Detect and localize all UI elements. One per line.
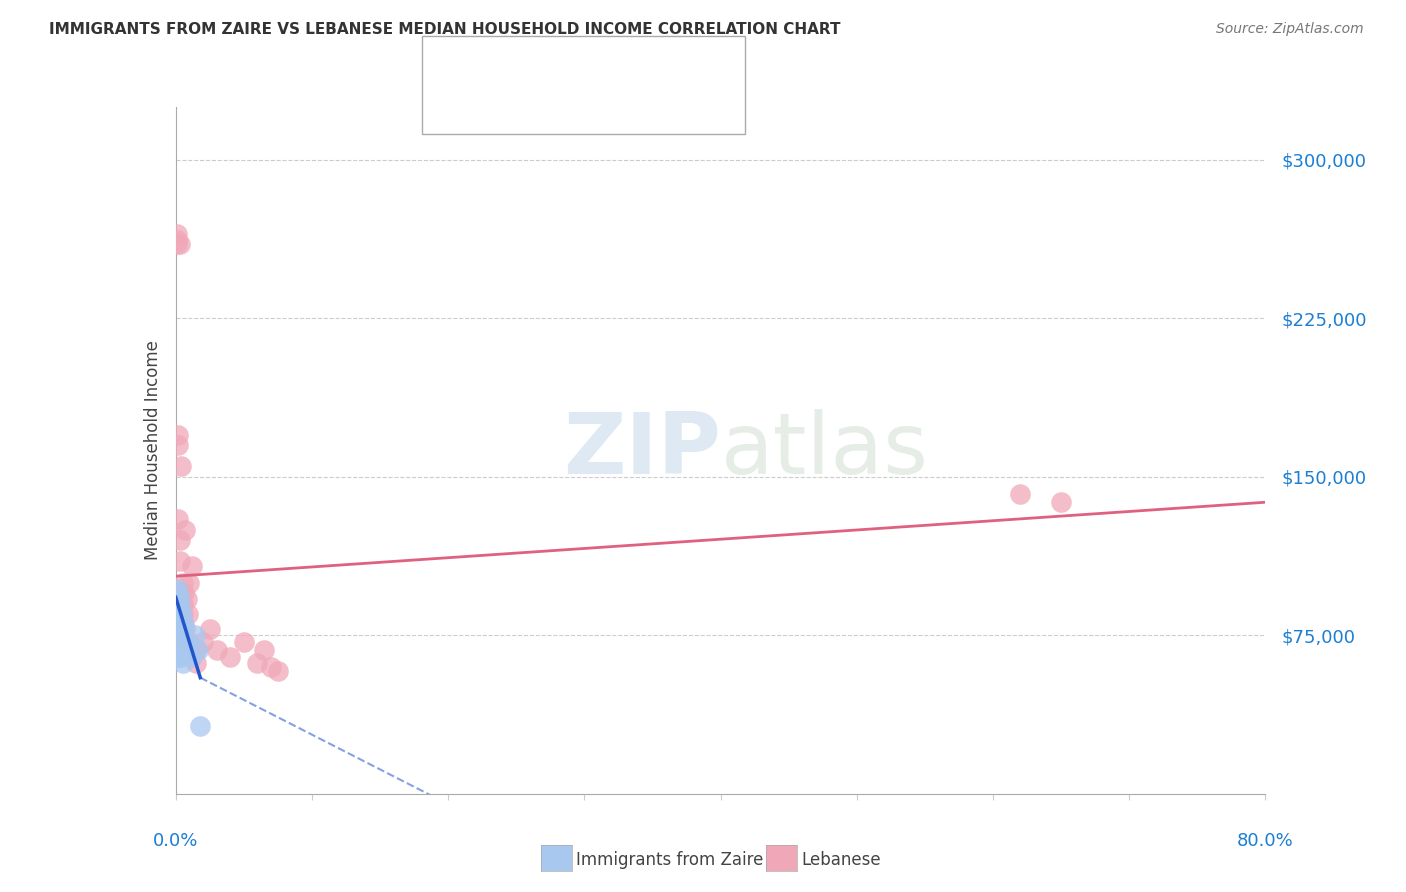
Point [179, 634, 201, 648]
Point [219, 649, 242, 664]
Point [167, 512, 190, 526]
Point [1010, 487, 1032, 501]
Text: 0.0%: 0.0% [153, 832, 198, 850]
Point [173, 617, 195, 632]
Point [169, 622, 191, 636]
Point [176, 592, 198, 607]
Point [174, 622, 197, 636]
Point [166, 628, 188, 642]
Point [172, 575, 194, 590]
Point [184, 628, 207, 642]
Point [167, 617, 190, 632]
Point [232, 634, 254, 648]
Point [174, 639, 197, 653]
Point [260, 660, 283, 674]
Point [186, 643, 208, 657]
Point [166, 233, 188, 247]
Text: Source: ZipAtlas.com: Source: ZipAtlas.com [1216, 22, 1364, 37]
Point [181, 649, 204, 664]
Text: 80.0%: 80.0% [1237, 832, 1294, 850]
Point [172, 656, 194, 670]
Point [170, 601, 193, 615]
Point [170, 622, 193, 636]
Point [246, 656, 269, 670]
Text: atlas: atlas [721, 409, 928, 492]
Text: Immigrants from Zaire: Immigrants from Zaire [576, 851, 763, 869]
Point [170, 649, 193, 664]
Point [181, 558, 204, 573]
Point [167, 586, 190, 600]
Point [173, 643, 195, 657]
Point [173, 620, 195, 634]
Point [176, 634, 198, 648]
Point [169, 237, 191, 252]
Point [167, 634, 190, 648]
Point [169, 643, 191, 657]
Point [166, 227, 188, 241]
Point [186, 656, 208, 670]
Point [169, 554, 191, 568]
Point [186, 643, 209, 657]
Y-axis label: Median Household Income: Median Household Income [143, 341, 162, 560]
Point [172, 597, 194, 611]
Point [179, 575, 201, 590]
Point [167, 601, 190, 615]
Text: R =  0.056   N = 39: R = 0.056 N = 39 [478, 93, 661, 107]
Point [172, 607, 194, 622]
Point [167, 438, 190, 452]
Text: IMMIGRANTS FROM ZAIRE VS LEBANESE MEDIAN HOUSEHOLD INCOME CORRELATION CHART: IMMIGRANTS FROM ZAIRE VS LEBANESE MEDIAN… [49, 22, 841, 37]
Point [167, 427, 190, 442]
Point [267, 665, 290, 679]
Point [173, 586, 195, 600]
Point [174, 523, 197, 537]
Point [1050, 495, 1073, 509]
Point [177, 607, 200, 622]
Point [179, 643, 201, 657]
Point [169, 592, 191, 607]
Point [172, 632, 194, 647]
Point [170, 603, 193, 617]
Point [166, 582, 188, 596]
Point [172, 614, 194, 628]
Point [166, 611, 188, 625]
Point [191, 634, 214, 648]
Point [170, 459, 193, 474]
Point [167, 649, 190, 664]
Point [176, 634, 198, 648]
Point [166, 597, 188, 611]
Text: R = -0.280   N = 28: R = -0.280 N = 28 [478, 54, 661, 68]
Point [169, 607, 191, 622]
Point [166, 237, 188, 252]
Point [188, 719, 211, 733]
Point [205, 643, 228, 657]
Point [170, 592, 193, 607]
Point [169, 586, 191, 600]
Point [198, 622, 221, 636]
Point [253, 643, 276, 657]
Text: Lebanese: Lebanese [801, 851, 882, 869]
Text: ZIP: ZIP [562, 409, 721, 492]
Point [169, 533, 191, 548]
